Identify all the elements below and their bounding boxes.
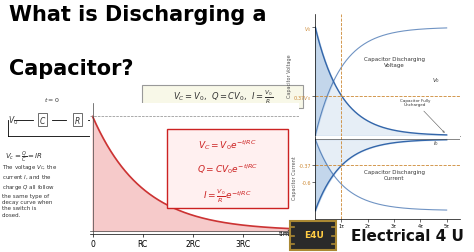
FancyBboxPatch shape	[142, 85, 303, 109]
Text: The voltage $V_C$, the
current $I$, and the
charge $Q$ all follow
the same type : The voltage $V_C$, the current $I$, and …	[2, 162, 57, 217]
Text: Capacitor?: Capacitor?	[9, 58, 134, 78]
Text: $t=0$: $t=0$	[45, 95, 60, 103]
Text: $V_C = V_0 e^{-t/RC}$: $V_C = V_0 e^{-t/RC}$	[198, 138, 257, 151]
Text: What is Discharging a: What is Discharging a	[9, 5, 266, 25]
Text: Time Constant (τ)     Time t: Time Constant (τ) Time t	[367, 145, 423, 149]
Text: $V_c = \frac{Q}{C} = IR$: $V_c = \frac{Q}{C} = IR$	[5, 149, 43, 164]
FancyBboxPatch shape	[167, 129, 288, 208]
Text: $V_C = V_0$,  $Q = CV_0$,  $I = \frac{V_0}{R}$: $V_C = V_0$, $Q = CV_0$, $I = \frac{V_0}…	[173, 88, 273, 105]
Text: $C$: $C$	[39, 115, 46, 125]
Text: $R$: $R$	[74, 115, 81, 125]
Text: Electrical 4 U: Electrical 4 U	[351, 228, 464, 243]
Text: Capacitor Discharging
Current: Capacitor Discharging Current	[364, 170, 425, 180]
Y-axis label: Capacitor Voltage: Capacitor Voltage	[286, 54, 292, 97]
Text: Capacitor Fully
Uncharged: Capacitor Fully Uncharged	[400, 98, 444, 133]
Text: Capacitor Discharging
Voltage: Capacitor Discharging Voltage	[364, 57, 425, 68]
Y-axis label: Capacitor Current: Capacitor Current	[292, 156, 297, 199]
Text: E4U: E4U	[304, 231, 324, 239]
Text: $I_0$: $I_0$	[433, 139, 439, 147]
Text: $V_0$: $V_0$	[8, 114, 18, 126]
Text: $I = \frac{V_0}{R} e^{-t/RC}$: $I = \frac{V_0}{R} e^{-t/RC}$	[203, 187, 252, 204]
Text: $V_0$: $V_0$	[432, 76, 440, 85]
FancyBboxPatch shape	[290, 221, 336, 250]
Text: $Q = CV_0 e^{-t/RC}$: $Q = CV_0 e^{-t/RC}$	[197, 162, 258, 176]
Text: time: time	[279, 231, 294, 236]
